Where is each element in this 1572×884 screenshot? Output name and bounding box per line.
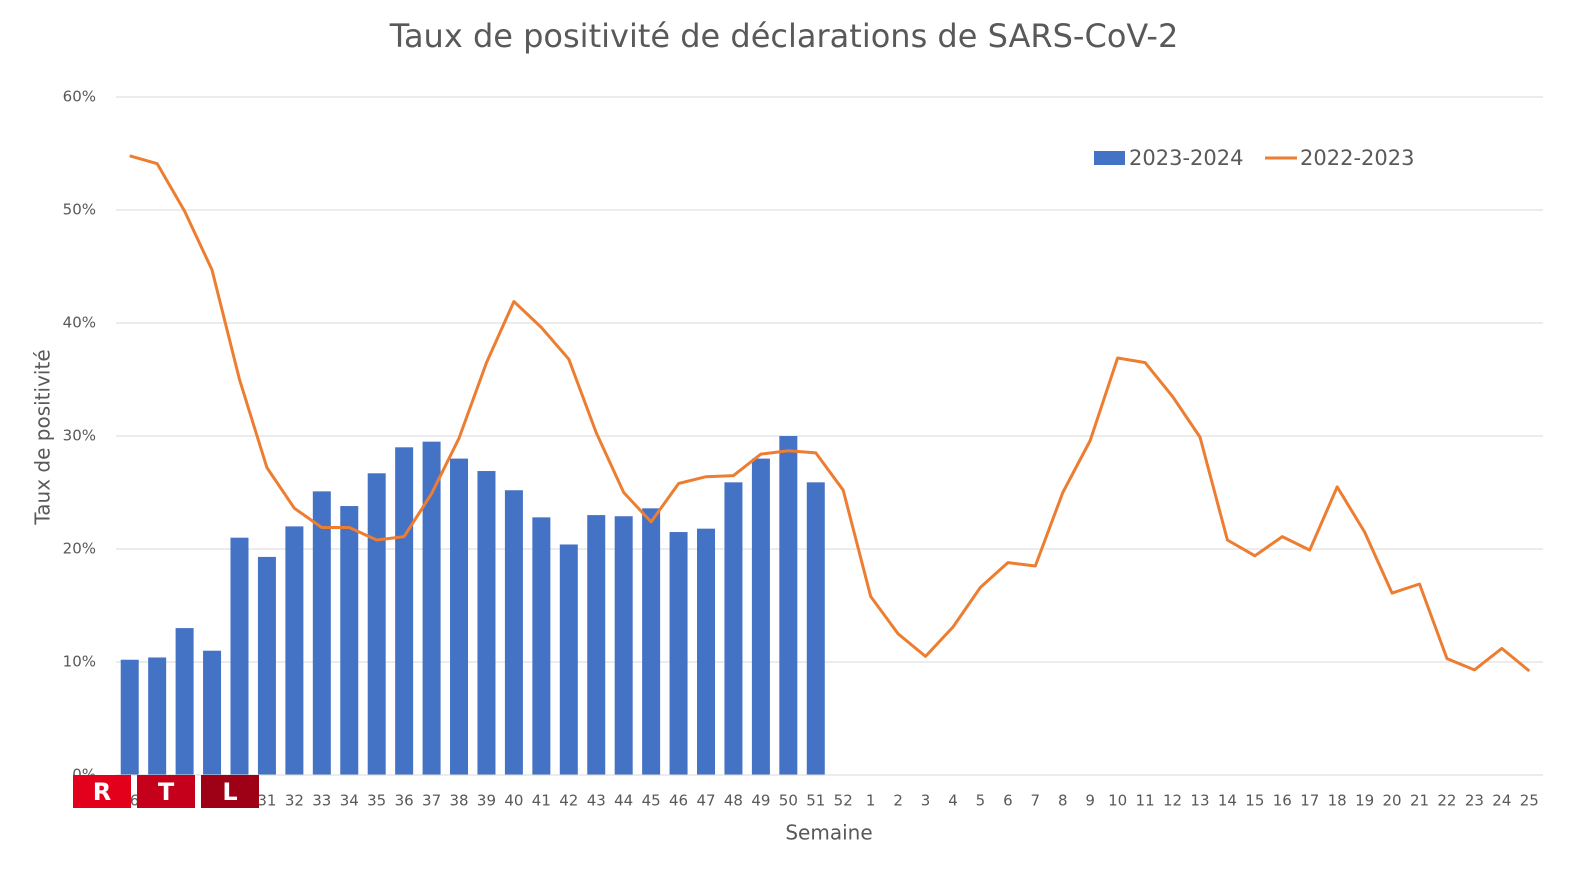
logo-letter: L [222, 778, 237, 806]
x-tick-label: 48 [724, 792, 743, 810]
bar [395, 447, 414, 775]
legend-label: 2023-2024 [1129, 146, 1243, 170]
y-axis-label: Taux de positivité [31, 349, 55, 525]
y-tick-label: 40% [63, 314, 96, 332]
bar [669, 532, 688, 775]
x-tick-label: 5 [976, 792, 986, 810]
x-tick-label: 52 [834, 792, 853, 810]
x-tick-label: 15 [1245, 792, 1264, 810]
x-tick-label: 49 [751, 792, 770, 810]
bar [642, 508, 661, 775]
bar [230, 537, 249, 775]
x-tick-label: 2 [893, 792, 903, 810]
x-tick-label: 17 [1300, 792, 1319, 810]
x-tick-label: 40 [504, 792, 523, 810]
bar [477, 471, 496, 775]
bar [148, 657, 167, 775]
bar [504, 490, 523, 775]
x-tick-label: 22 [1437, 792, 1456, 810]
logo-letter: T [158, 778, 175, 806]
x-tick-label: 14 [1218, 792, 1237, 810]
x-tick-label: 11 [1136, 792, 1155, 810]
x-tick-label: 45 [642, 792, 661, 810]
bar [312, 491, 331, 775]
x-tick-label: 16 [1273, 792, 1292, 810]
y-tick-label: 30% [63, 427, 96, 445]
x-tick-label: 35 [367, 792, 386, 810]
bar [257, 556, 276, 775]
bar [367, 473, 386, 775]
x-tick-label: 32 [285, 792, 304, 810]
line [129, 154, 1531, 673]
bar [450, 458, 469, 775]
x-tick-label: 33 [312, 792, 331, 810]
x-tick-label: 12 [1163, 792, 1182, 810]
bar [806, 482, 825, 775]
bar [340, 506, 359, 775]
bar [697, 528, 716, 775]
x-tick-label: 31 [257, 792, 276, 810]
x-tick-label: 8 [1058, 792, 1068, 810]
bar [203, 650, 222, 775]
x-tick-label: 6 [1003, 792, 1013, 810]
logo-block [201, 775, 259, 808]
logo-block [137, 775, 195, 808]
x-tick-label: 19 [1355, 792, 1374, 810]
x-tick-label: 50 [779, 792, 798, 810]
logo-block [73, 775, 131, 808]
y-tick-label: 20% [63, 540, 96, 558]
bar [614, 516, 633, 775]
x-tick-label: 46 [669, 792, 688, 810]
x-tick-label: 44 [614, 792, 633, 810]
legend-label: 2022-2023 [1300, 146, 1414, 170]
x-tick-label: 37 [422, 792, 441, 810]
x-tick-label: 24 [1492, 792, 1511, 810]
x-tick-label: 3 [921, 792, 931, 810]
x-tick-label: 39 [477, 792, 496, 810]
x-tick-label: 42 [559, 792, 578, 810]
x-axis-label: Semaine [785, 821, 872, 845]
x-tick-label: 34 [340, 792, 359, 810]
legend-swatch [1094, 151, 1125, 165]
x-tick-label: 20 [1383, 792, 1402, 810]
bar [532, 517, 551, 775]
x-tick-label: 18 [1328, 792, 1347, 810]
bar [724, 482, 743, 775]
logo-letter: R [93, 778, 111, 806]
bar [175, 628, 194, 775]
bar [559, 544, 578, 775]
x-tick-label: 38 [449, 792, 468, 810]
x-tick-label: 51 [806, 792, 825, 810]
x-tick-label: 4 [948, 792, 958, 810]
bar [422, 441, 441, 775]
x-tick-label: 9 [1085, 792, 1095, 810]
x-tick-label: 10 [1108, 792, 1127, 810]
x-tick-label: 36 [395, 792, 414, 810]
y-tick-label: 60% [63, 88, 96, 106]
bar [120, 659, 139, 775]
bar [751, 458, 770, 775]
x-tick-label: 23 [1465, 792, 1484, 810]
chart-title: Taux de positivité de déclarations de SA… [389, 17, 1179, 55]
x-tick-label: 1 [866, 792, 876, 810]
bar [587, 515, 606, 775]
x-tick-label: 47 [696, 792, 715, 810]
x-tick-label: 13 [1190, 792, 1209, 810]
x-tick-label: 25 [1520, 792, 1539, 810]
y-tick-label: 10% [63, 653, 96, 671]
x-tick-label: 7 [1031, 792, 1041, 810]
x-tick-label: 43 [587, 792, 606, 810]
bar [285, 526, 304, 775]
x-tick-label: 41 [532, 792, 551, 810]
y-tick-label: 50% [63, 201, 96, 219]
bar [779, 436, 798, 775]
x-tick-label: 21 [1410, 792, 1429, 810]
